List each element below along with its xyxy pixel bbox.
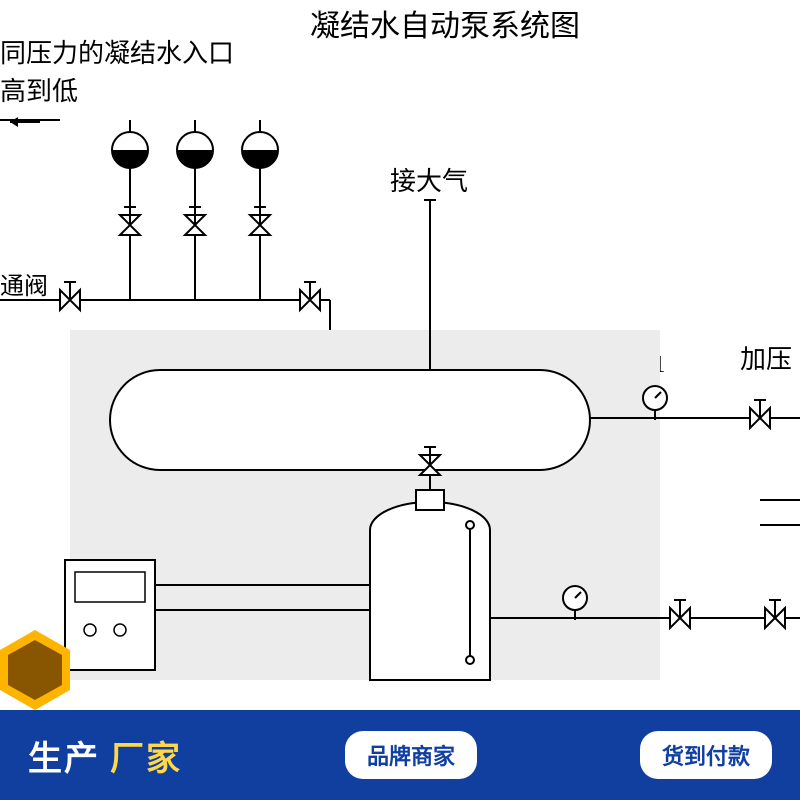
svg-text:高到低: 高到低 — [0, 77, 78, 106]
banner-text-yellow: 厂家 — [110, 731, 182, 780]
promo-banner: 生产厂家 品牌商家 货到付款 — [0, 710, 800, 800]
banner-text-white: 生产 — [28, 731, 100, 780]
banner-chip-2: 货到付款 — [640, 731, 772, 779]
svg-text:加压: 加压 — [740, 345, 792, 374]
svg-text:同压力的凝结水入口: 同压力的凝结水入口 — [0, 39, 234, 68]
banner-left: 生产厂家 — [28, 731, 182, 780]
hex-decoration — [0, 630, 70, 710]
svg-text:接大气: 接大气 — [390, 167, 468, 196]
svg-text:通阀: 通阀 — [0, 273, 48, 300]
banner-chip-1: 品牌商家 — [345, 731, 477, 779]
system-diagram: 凝结水自动泵系统图同压力的凝结水入口高到低通阀接大气P1加压P2 — [0, 0, 800, 710]
svg-text:凝结水自动泵系统图: 凝结水自动泵系统图 — [310, 10, 580, 43]
